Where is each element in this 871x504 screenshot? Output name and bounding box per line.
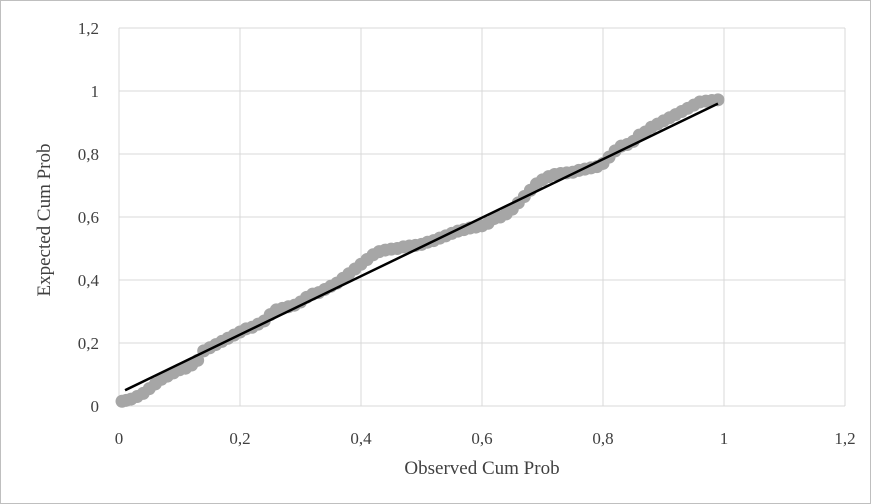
- y-tick-labels: 0 0,2 0,4 0,6 0,8 1 1,2: [78, 19, 100, 416]
- x-tick-label: 0: [115, 429, 124, 448]
- x-tick-labels: 0 0,2 0,4 0,6 0,8 1 1,2: [115, 429, 856, 448]
- y-tick-label: 0: [91, 397, 100, 416]
- y-tick-label: 0,2: [78, 334, 99, 353]
- y-tick-label: 1: [91, 82, 100, 101]
- data-point: [711, 93, 725, 107]
- data-points: [115, 93, 725, 408]
- x-tick-label: 0,2: [229, 429, 250, 448]
- trendline: [124, 102, 719, 392]
- trendline-layer: [124, 102, 719, 392]
- x-tick-label: 0,6: [471, 429, 492, 448]
- x-tick-label: 1,2: [834, 429, 855, 448]
- y-tick-label: 1,2: [78, 19, 99, 38]
- x-axis-title: Observed Cum Prob: [404, 458, 559, 479]
- y-axis-title: Expected Cum Prob: [34, 143, 55, 296]
- x-tick-label: 0,4: [350, 429, 372, 448]
- y-tick-label: 0,8: [78, 145, 99, 164]
- y-tick-label: 0,4: [78, 271, 100, 290]
- y-tick-label: 0,6: [78, 208, 99, 227]
- x-tick-label: 1: [720, 429, 729, 448]
- x-tick-label: 0,8: [592, 429, 613, 448]
